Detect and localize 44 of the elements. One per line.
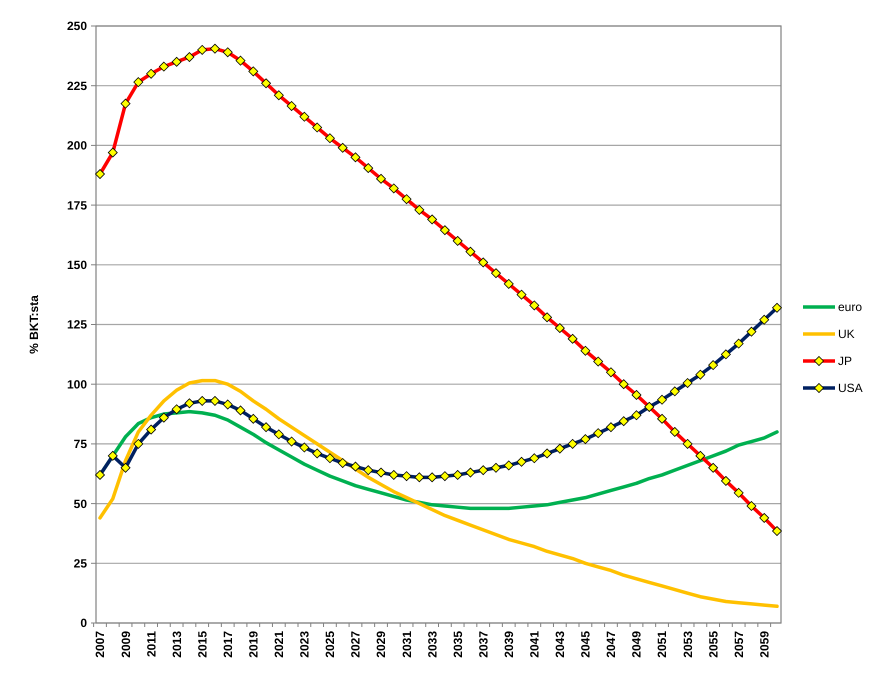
x-tick-label: 2015 bbox=[195, 630, 210, 658]
x-tick-label: 2045 bbox=[578, 630, 593, 658]
x-tick-label: 2049 bbox=[630, 630, 644, 658]
x-tick-label: 2039 bbox=[502, 630, 516, 658]
y-tick-label: 25 bbox=[74, 556, 88, 570]
x-tick-label: 2025 bbox=[323, 630, 338, 658]
x-tick-label: 2011 bbox=[144, 630, 158, 658]
y-axis-title: % BKT:sta bbox=[27, 294, 41, 354]
x-tick-label: 2043 bbox=[553, 630, 568, 658]
x-tick-label: 2057 bbox=[732, 630, 746, 658]
y-tick-label: 75 bbox=[74, 437, 88, 452]
x-tick-label: 2009 bbox=[118, 630, 133, 658]
x-tick-label: 2029 bbox=[374, 630, 388, 658]
legend-label: JP bbox=[838, 354, 852, 368]
x-tick-label: 2023 bbox=[298, 630, 312, 658]
y-tick-label: 50 bbox=[74, 496, 88, 511]
y-tick-label: 100 bbox=[66, 377, 88, 392]
x-tick-label: 2021 bbox=[272, 630, 286, 658]
y-tick-label: 225 bbox=[66, 78, 88, 93]
x-tick-label: 2051 bbox=[655, 630, 670, 658]
legend-label: UK bbox=[838, 327, 855, 342]
x-tick-label: 2037 bbox=[476, 630, 490, 658]
y-tick-label: 200 bbox=[66, 138, 88, 153]
x-tick-label: 2031 bbox=[400, 630, 414, 658]
x-tick-label: 2041 bbox=[528, 630, 542, 658]
x-tick-label: 2007 bbox=[93, 630, 108, 658]
x-tick-label: 2055 bbox=[706, 630, 720, 658]
line-series bbox=[98, 378, 779, 608]
x-tick-label: 2059 bbox=[757, 630, 772, 658]
x-tick-label: 2035 bbox=[450, 630, 465, 658]
legend-label: USA bbox=[838, 381, 863, 396]
x-tick-label: 2013 bbox=[170, 630, 184, 658]
y-tick-label: 250 bbox=[66, 19, 88, 34]
y-tick-label: 150 bbox=[66, 258, 88, 272]
x-tick-label: 2027 bbox=[348, 630, 363, 658]
x-tick-label: 2033 bbox=[425, 630, 440, 658]
x-tick-label: 2053 bbox=[680, 630, 695, 658]
y-tick-label: 0 bbox=[80, 616, 88, 630]
x-tick-label: 2047 bbox=[604, 630, 618, 658]
y-tick-label: 125 bbox=[66, 318, 88, 332]
legend-label: euro bbox=[838, 300, 862, 314]
y-tick-label: 175 bbox=[66, 198, 88, 212]
x-tick-label: 2017 bbox=[220, 630, 235, 658]
x-tick-label: 2019 bbox=[246, 630, 260, 658]
